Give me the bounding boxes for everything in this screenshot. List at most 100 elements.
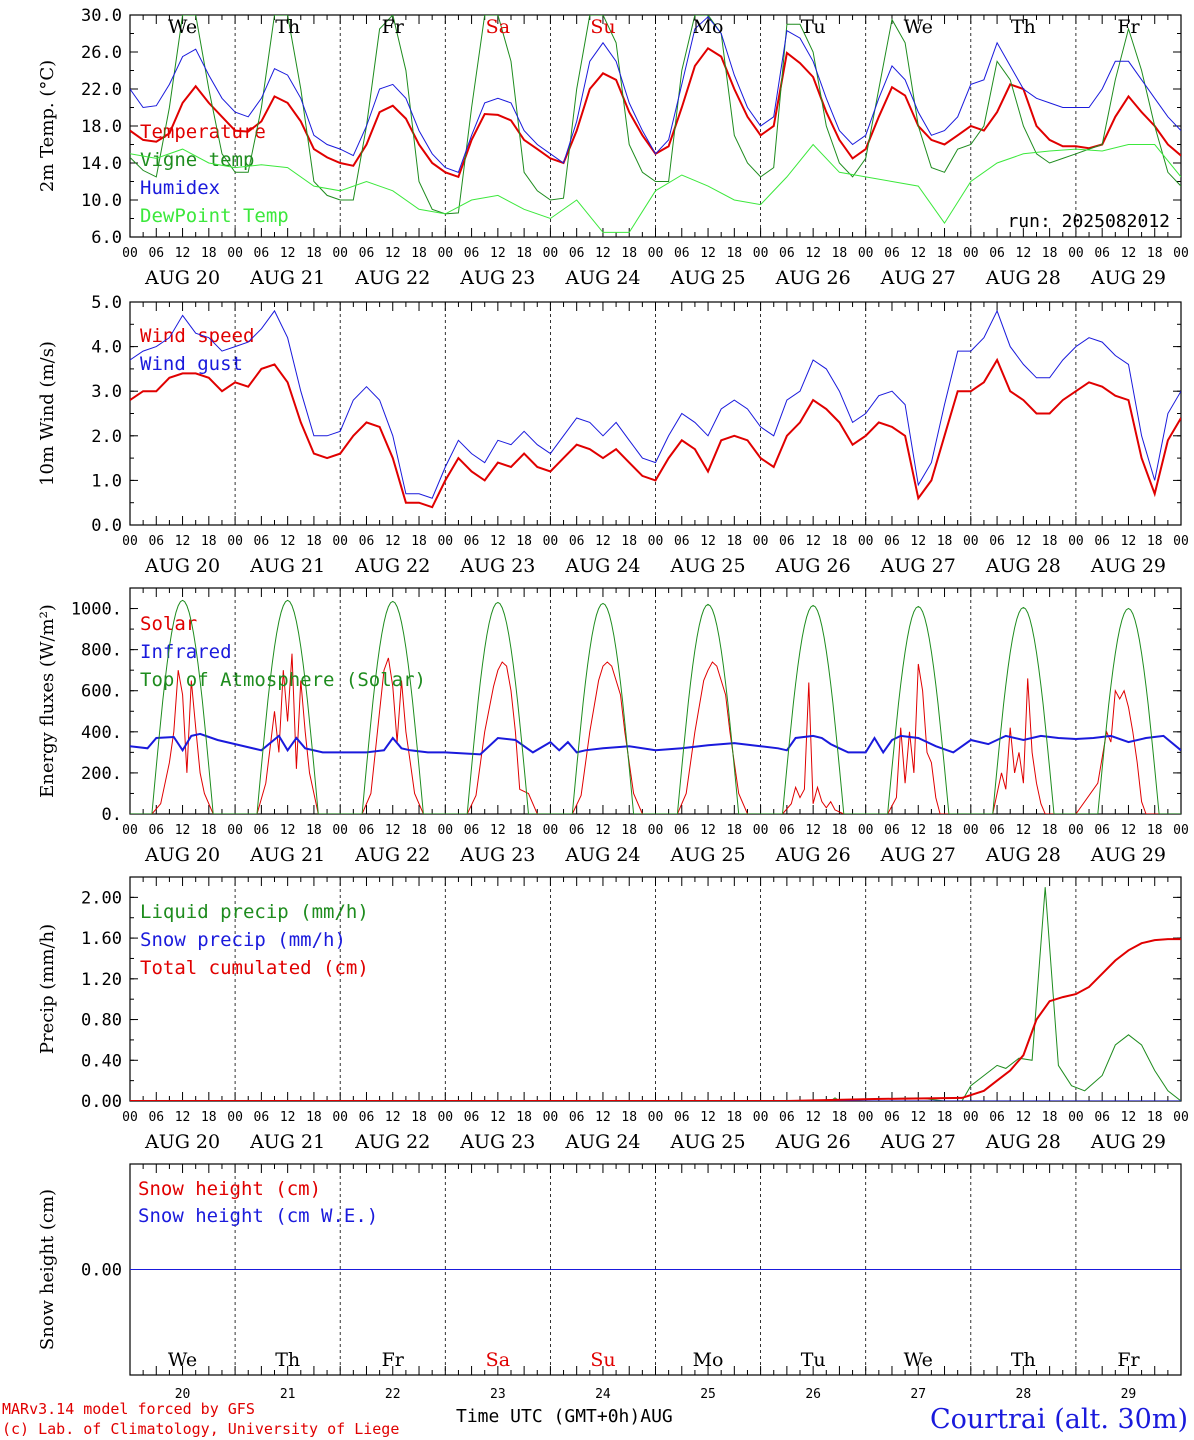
x-axis-month: AUG	[640, 1406, 673, 1427]
weekday-label: Tu	[801, 1349, 826, 1371]
hour-tick-label: 06	[148, 1110, 164, 1125]
day-label: AUG 26	[775, 1131, 851, 1153]
hour-tick-label: 06	[989, 1110, 1005, 1125]
legend-entry: Snow precip (mm/h)	[140, 929, 346, 951]
legend-entry: Humidex	[140, 177, 220, 199]
y-tick-label: 200.	[81, 764, 122, 784]
hour-tick-label: 00	[1173, 246, 1189, 261]
day-label: AUG 25	[669, 1131, 745, 1153]
hour-tick-label: 00	[753, 823, 769, 838]
y-tick-label: 2.0	[91, 427, 122, 447]
hour-tick-label: 18	[937, 246, 953, 261]
hour-tick-label: 18	[306, 1110, 322, 1125]
weekday-label: Th	[1011, 1349, 1036, 1371]
day-label: AUG 23	[459, 844, 535, 866]
hour-tick-label: 06	[148, 823, 164, 838]
day-number-label: 26	[805, 1387, 821, 1400]
hour-tick-label: 18	[516, 534, 532, 549]
y-tick-label: 26.0	[81, 43, 122, 63]
day-number-label: 22	[385, 1387, 401, 1400]
hour-tick-label: 18	[621, 823, 637, 838]
hour-tick-label: 00	[648, 246, 664, 261]
hour-tick-label: 12	[385, 1110, 401, 1125]
day-label: AUG 29	[1090, 1131, 1166, 1153]
hour-tick-label: 00	[963, 246, 979, 261]
legend-entry: Wind gust	[140, 353, 243, 375]
day-label: AUG 25	[669, 267, 745, 289]
hour-tick-label: 12	[175, 1110, 191, 1125]
hour-tick-label: 06	[884, 823, 900, 838]
weekday-label: Fr	[1117, 16, 1140, 38]
y-tick-label: 400.	[81, 723, 122, 743]
hour-tick-label: 00	[332, 823, 348, 838]
y-tick-label: 0.0	[91, 516, 122, 536]
hour-tick-label: 00	[332, 246, 348, 261]
hour-tick-label: 00	[753, 534, 769, 549]
hour-tick-label: 06	[1094, 1110, 1110, 1125]
y-tick-label: 1000.	[71, 600, 122, 620]
day-number-label: 20	[175, 1387, 191, 1400]
y-tick-label: 600.	[81, 682, 122, 702]
hour-tick-label: 06	[464, 823, 480, 838]
series-line-dewpoint-temp	[130, 143, 1181, 233]
hour-tick-label: 12	[805, 823, 821, 838]
series-line-total-cumulated-cm-	[130, 938, 1181, 1101]
hour-tick-label: 06	[359, 534, 375, 549]
legend-entry: Temperature	[140, 121, 266, 143]
day-label: AUG 27	[880, 267, 956, 289]
hour-tick-label: 00	[1173, 1110, 1189, 1125]
y-axis-label: 2m Temp. (°C)	[37, 60, 58, 192]
hour-tick-label: 00	[543, 1110, 559, 1125]
x-axis-title: Time UTC (GMT+0h)AUG	[456, 1406, 673, 1427]
hour-tick-label: 12	[805, 246, 821, 261]
hour-tick-label: 00	[1068, 823, 1084, 838]
day-label: AUG 27	[880, 1131, 956, 1153]
series-line-wind-gust	[130, 309, 1181, 499]
panel-frame	[129, 301, 1182, 526]
hour-tick-label: 00	[648, 823, 664, 838]
day-label: AUG 28	[985, 555, 1061, 577]
day-label: AUG 20	[144, 267, 220, 289]
day-label: AUG 21	[249, 844, 325, 866]
model-credit: MARv3.14 model forced by GFS	[2, 1400, 255, 1418]
hour-tick-label: 18	[621, 534, 637, 549]
hour-tick-label: 12	[1016, 246, 1032, 261]
hour-tick-label: 06	[989, 823, 1005, 838]
hour-tick-label: 06	[779, 246, 795, 261]
hour-tick-label: 12	[910, 823, 926, 838]
day-label: AUG 24	[564, 267, 640, 289]
y-tick-label: 1.20	[81, 970, 122, 990]
hour-tick-label: 18	[937, 1110, 953, 1125]
day-label: AUG 24	[564, 555, 640, 577]
hour-tick-label: 12	[700, 1110, 716, 1125]
hour-tick-label: 06	[1094, 823, 1110, 838]
hour-tick-label: 00	[1173, 823, 1189, 838]
day-label: AUG 29	[1090, 267, 1166, 289]
panel-temperature: 6.0 10.0 14.0 18.0 22.0 26.0 30.0 2m Temp. (°C)…	[37, 6, 1189, 289]
hour-tick-label: 00	[963, 1110, 979, 1125]
hour-tick-label: 12	[1016, 1110, 1032, 1125]
hour-tick-label: 00	[753, 1110, 769, 1125]
legend-entry: Liquid precip (mm/h)	[140, 901, 369, 923]
y-tick-label: 6.0	[91, 228, 122, 248]
series-line-top-of-atmosphere-solar-	[130, 599, 1181, 814]
y-tick-label: 30.0	[81, 6, 122, 26]
hour-tick-label: 12	[490, 246, 506, 261]
hour-tick-label: 00	[227, 823, 243, 838]
day-label: AUG 26	[775, 267, 851, 289]
hour-tick-label: 00	[437, 823, 453, 838]
hour-tick-label: 00	[437, 1110, 453, 1125]
hour-tick-label: 18	[937, 823, 953, 838]
weekday-label: Fr	[382, 1349, 405, 1371]
hour-tick-label: 12	[385, 823, 401, 838]
hour-tick-label: 12	[700, 246, 716, 261]
day-label: AUG 27	[880, 555, 956, 577]
y-axis-label: Snow height (cm)	[37, 1189, 58, 1350]
series-line-solar	[130, 653, 1160, 814]
hour-tick-label: 18	[621, 246, 637, 261]
day-label: AUG 23	[459, 1131, 535, 1153]
hour-tick-label: 18	[832, 823, 848, 838]
day-label: AUG 29	[1090, 555, 1166, 577]
hour-tick-label: 06	[148, 534, 164, 549]
hour-tick-label: 12	[490, 534, 506, 549]
